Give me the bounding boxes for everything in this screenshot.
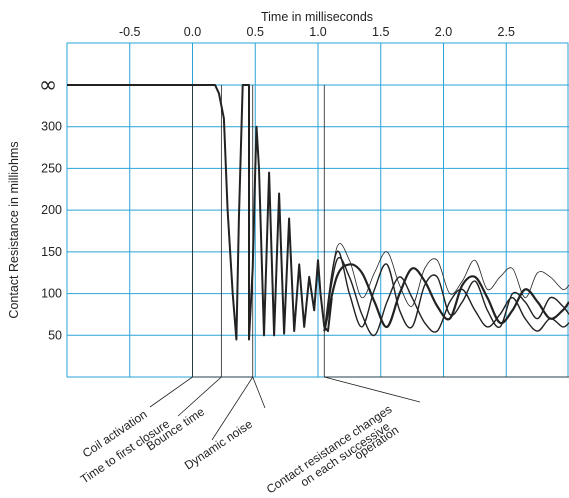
activation-bounce-line — [67, 84, 333, 341]
x-tick-label: 2.5 — [498, 25, 515, 39]
x-tick-labels: -0.5 0.0 0.5 1.0 1.5 2.0 2.5 — [119, 25, 515, 39]
x-tick-label: -0.5 — [119, 25, 141, 39]
successive-operation-line — [323, 257, 569, 337]
y-tick-label: 250 — [41, 161, 62, 175]
x-axis-title: Time in milliseconds — [261, 10, 373, 24]
contact-changes-leader — [324, 376, 421, 403]
resistance-traces — [67, 84, 569, 341]
x-tick-label: 0.0 — [184, 25, 201, 39]
coil-activation-leader — [149, 376, 193, 408]
y-tick-label: 300 — [41, 120, 62, 134]
dynamic-noise-leader — [252, 376, 266, 409]
x-tick-label: 1.0 — [309, 25, 326, 39]
y-tick-label: 200 — [41, 203, 62, 217]
y-tick-label: 50 — [48, 328, 62, 342]
grid-lines — [66, 42, 569, 378]
y-axis-title: Contact Resistance in milliohms — [7, 141, 21, 318]
infinity-tick-label: ∞ — [39, 73, 57, 98]
successive-operation-line — [323, 250, 569, 332]
y-tick-label: 100 — [41, 287, 62, 301]
bounce-time-leader — [211, 376, 254, 441]
x-tick-label: 0.5 — [247, 25, 264, 39]
y-tick-label: 150 — [41, 245, 62, 259]
successive-operation-line — [323, 243, 569, 332]
annotation-labels: Coil activation Time to first closure Bo… — [78, 402, 401, 496]
y-tick-labels: ∞ 300 250 200 150 100 50 — [39, 73, 62, 342]
successive-operation-line — [323, 263, 569, 332]
first-closure-leader — [177, 376, 222, 417]
x-tick-label: 1.5 — [372, 25, 389, 39]
x-tick-label: 2.0 — [435, 25, 452, 39]
timing-brackets — [149, 85, 569, 441]
